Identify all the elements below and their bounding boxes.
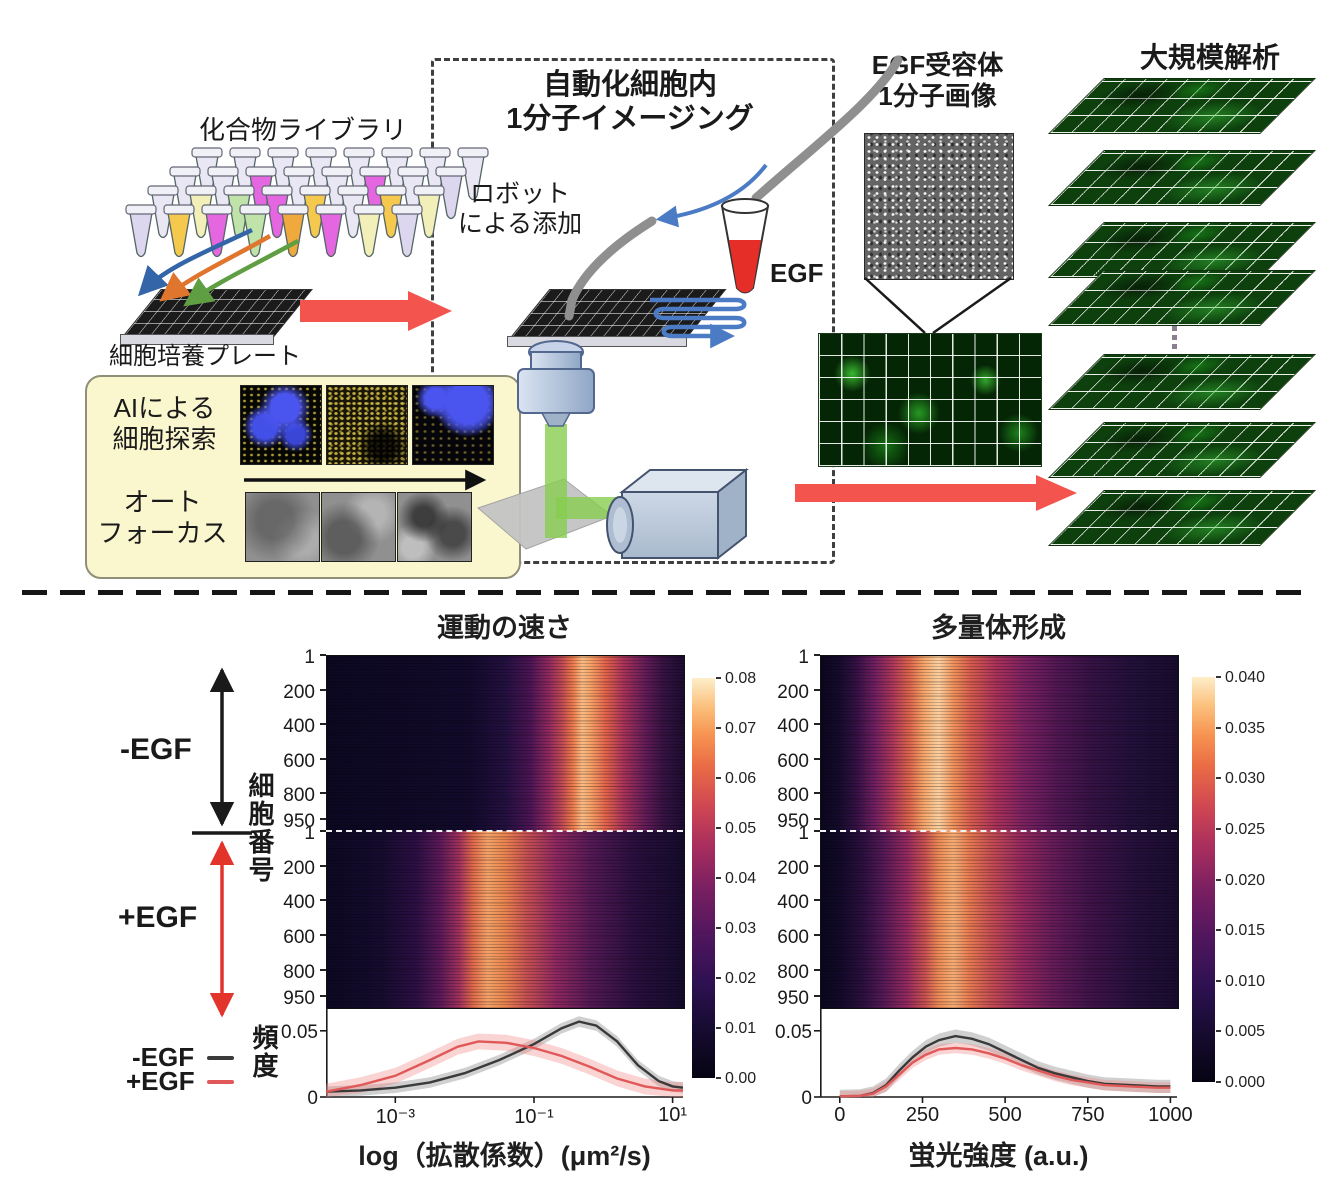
robot-label-line1: ロボット (469, 180, 570, 208)
autofocus-label: オート フォーカス (85, 487, 240, 548)
colorbar-ticks-right: 0.040 0.035 0.030 0.025 0.020 0.015 0.010 0.005… (1216, 669, 1280, 1091)
heatmap-left-minus-egf (326, 655, 685, 832)
density-plot-right (814, 1008, 1177, 1103)
section-separator (22, 590, 1307, 595)
xticks-right: 0 250 500 750 1000 (834, 1104, 1193, 1126)
receptor-label-line2: 1分子画像 (878, 80, 997, 111)
ytick-005-right: 0.05 (775, 1022, 812, 1043)
autofocus-line1: オート (123, 487, 202, 517)
automation-title: 自動化細胞内 1分子イメージング (440, 68, 820, 136)
ai-search-image-3 (412, 385, 494, 465)
xticks-left: 10⁻³ 10⁻¹ 10¹ (375, 1104, 688, 1128)
cell-montage-grid (818, 333, 1042, 467)
ellipsis-dot (1172, 335, 1177, 340)
ellipsis-dot (1172, 344, 1177, 349)
receptor-label-line1: EGF受容体 (871, 50, 1004, 80)
zoom-funnel-lines (864, 276, 1012, 335)
ytick-0-right: 0 (801, 1088, 812, 1109)
yticks-left-bottom: 1 200 400 600 800 950 (276, 823, 326, 1009)
cell-culture-plate-edge (120, 334, 274, 345)
legend-plus-egf-label: +EGF (126, 1066, 195, 1096)
autofocus-line2: フォーカス (97, 517, 228, 548)
legend-minus-egf-label: -EGF (132, 1042, 195, 1072)
chart-title-right: 多量体形成 (931, 613, 1066, 643)
legend-plus-egf-swatch (207, 1080, 234, 1084)
analysis-plane (1048, 78, 1316, 134)
receptor-image-label: EGF受容体 1分子画像 (855, 50, 1020, 111)
yticks-right-top: 1 200 400 600 800 950 (770, 647, 820, 832)
analysis-plane (1048, 422, 1316, 478)
workflow-arrow-2 (795, 475, 1077, 511)
ai-search-label: AIによる 細胞探索 (92, 393, 237, 454)
xlabel-right: 蛍光強度 (a.u.) (908, 1141, 1089, 1171)
plus-egf-label: +EGF (118, 901, 198, 934)
legend-minus-egf-swatch (207, 1056, 234, 1060)
egf-tube-label: EGF (770, 258, 824, 288)
heatmap-right-divider (820, 830, 1177, 832)
analysis-plane (1048, 150, 1316, 206)
analysis-plane (1048, 354, 1316, 410)
ai-search-image-1 (240, 385, 322, 465)
automation-title-line1: 自動化細胞内 (542, 69, 717, 101)
robot-label: ロボット による添加 (440, 180, 600, 239)
heatmap-left-plus-egf (326, 831, 685, 1009)
compound-library-label: 化合物ライブラリ (198, 115, 407, 145)
workflow-arrow-1 (300, 291, 452, 331)
heatmap-left-divider (326, 830, 683, 832)
large-scale-label: 大規模解析 (1139, 42, 1280, 73)
yticks-right-bottom: 1 200 400 600 800 950 (770, 823, 820, 1009)
heatmap-right-minus-egf (820, 655, 1179, 832)
cell-number-axis-label: 細胞番号 (245, 772, 275, 884)
ellipsis-dot (1172, 326, 1177, 331)
autofocus-image-2 (321, 492, 396, 562)
xlabel-left: log（拡散係数）(μm²/s) (358, 1141, 651, 1171)
colorbar-ticks-left: 0.08 0.07 0.06 0.05 0.04 0.03 0.02 0.01 0.00 (716, 670, 780, 1087)
cell-culture-plate (122, 289, 313, 337)
imaging-stage-plate-edge (507, 336, 687, 347)
ai-search-line1: AIによる (113, 393, 216, 423)
ai-search-line2: 細胞探索 (112, 423, 217, 454)
automation-title-line2: 1分子イメージング (506, 103, 754, 136)
density-plot-left (320, 1008, 684, 1103)
frequency-axis-label: 頻度 (249, 1024, 279, 1080)
ai-search-image-2 (326, 385, 408, 465)
analysis-plane (1048, 270, 1316, 326)
chart-title-left: 運動の速さ (437, 613, 572, 643)
autofocus-image-1 (245, 492, 320, 562)
minus-egf-label: -EGF (120, 733, 192, 766)
colorbar-right (1192, 677, 1215, 1082)
autofocus-image-3 (397, 492, 472, 562)
ytick-0-left: 0 (307, 1088, 318, 1109)
colorbar-left (692, 678, 715, 1078)
ytick-005-left: 0.05 (281, 1022, 318, 1043)
heatmap-right-plus-egf (820, 831, 1179, 1009)
robot-label-line2: による添加 (457, 209, 583, 238)
analysis-plane (1048, 490, 1316, 546)
cell-plate-label: 細胞培養プレート (109, 343, 301, 370)
analysis-plane (1048, 222, 1316, 278)
single-molecule-image (864, 133, 1014, 280)
yticks-left-top: 1 200 400 600 800 950 (276, 647, 326, 832)
